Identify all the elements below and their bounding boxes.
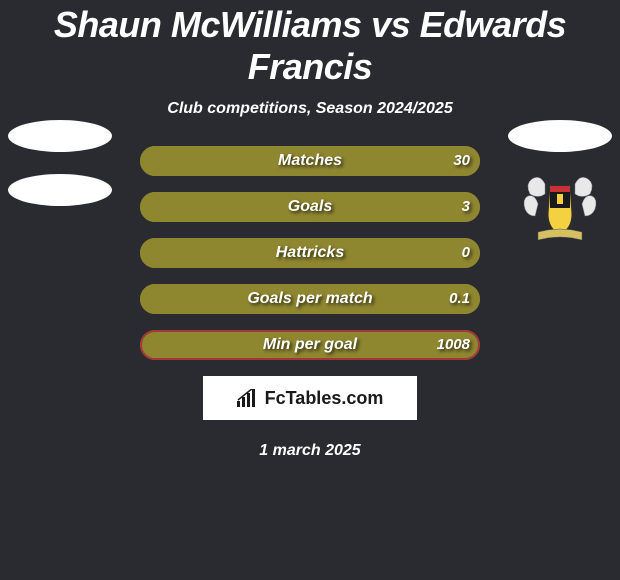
comparison-subtitle: Club competitions, Season 2024/2025 <box>0 100 620 118</box>
stat-label: Goals <box>140 192 480 222</box>
stat-label: Hattricks <box>140 238 480 268</box>
stat-value-right: 3 <box>462 192 470 222</box>
stat-value-right: 0.1 <box>449 284 470 314</box>
stat-bar: Goals3 <box>140 192 480 222</box>
stat-bars: Matches30Goals3Hattricks0Goals per match… <box>140 146 480 360</box>
stat-value-right: 0 <box>462 238 470 268</box>
stat-bar: Min per goal1008 <box>140 330 480 360</box>
comparison-date: 1 march 2025 <box>0 442 620 460</box>
stat-label: Matches <box>140 146 480 176</box>
brand-logo: FcTables.com <box>237 388 384 409</box>
stat-value-right: 30 <box>453 146 470 176</box>
stat-label: Min per goal <box>140 330 480 360</box>
stat-bar: Matches30 <box>140 146 480 176</box>
stat-value-right: 1008 <box>437 330 470 360</box>
chart-icon <box>237 389 259 407</box>
stat-bar: Goals per match0.1 <box>140 284 480 314</box>
brand-text: FcTables.com <box>265 388 384 409</box>
brand-box[interactable]: FcTables.com <box>203 376 417 420</box>
stat-bar: Hattricks0 <box>140 238 480 268</box>
comparison-title: Shaun McWilliams vs Edwards Francis <box>0 4 620 88</box>
stat-label: Goals per match <box>140 284 480 314</box>
